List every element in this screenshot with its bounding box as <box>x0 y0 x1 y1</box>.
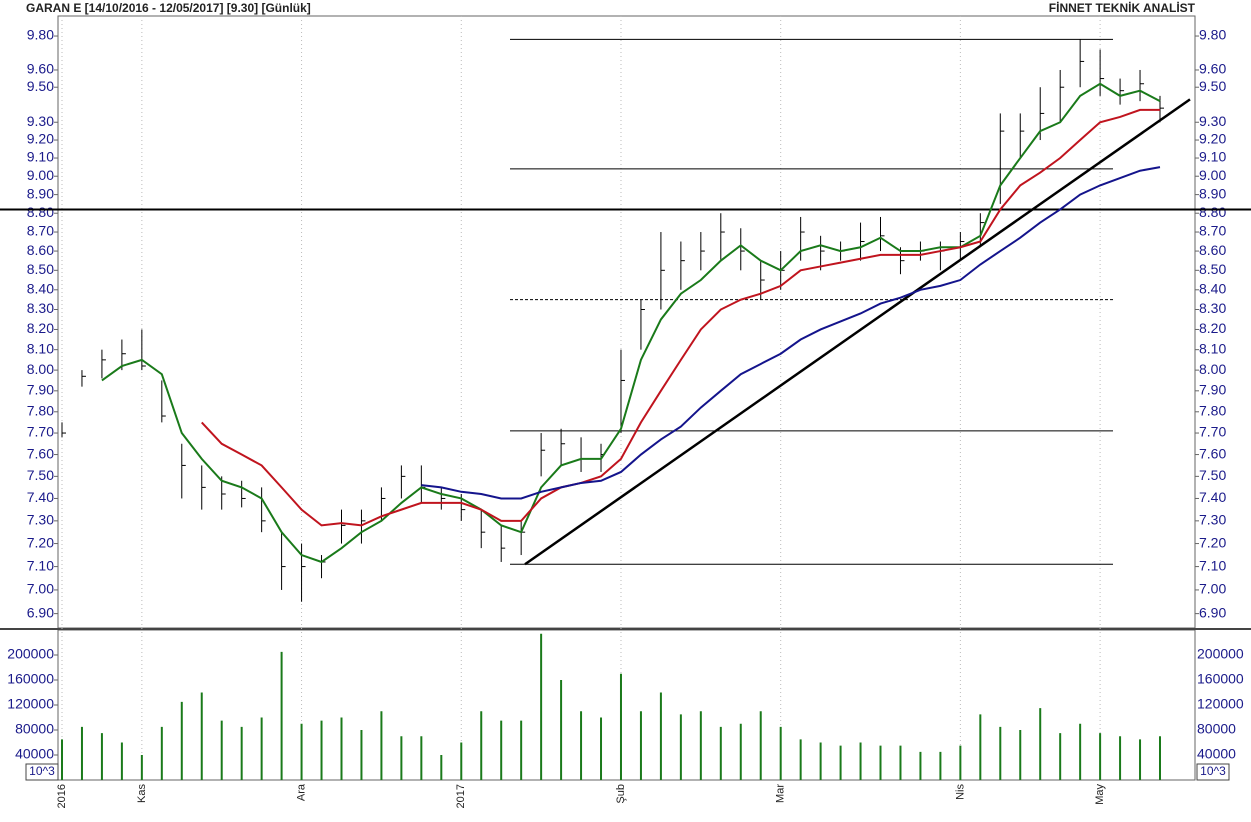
y-tick-label: 9.60 <box>27 61 54 77</box>
y-tick-label: 8.40 <box>27 281 54 297</box>
y2-tick-label: 160000 <box>1197 671 1244 687</box>
y-tick-label: 7.00 <box>27 581 54 597</box>
unit-box <box>1196 763 1230 781</box>
y-tick-label: 7.10 <box>1199 557 1226 573</box>
y2-tick-label: 200000 <box>7 646 54 662</box>
y-tick-label: 7.70 <box>27 424 54 440</box>
x-tick-label: 2017 <box>455 784 467 808</box>
y2-tick-label: 160000 <box>7 671 54 687</box>
y-tick-label: 7.30 <box>27 512 54 528</box>
x-tick-label: Mar <box>775 784 787 803</box>
y-tick-label: 8.00 <box>1199 361 1226 377</box>
y-tick-label: 9.20 <box>1199 131 1226 147</box>
y2-tick-label: 80000 <box>15 721 54 737</box>
y-tick-label: 7.90 <box>1199 382 1226 398</box>
y2-tick-label: 80000 <box>1197 721 1236 737</box>
y-tick-label: 9.30 <box>1199 113 1226 129</box>
y2-tick-label: 40000 <box>1197 746 1236 762</box>
y-tick-label: 8.60 <box>1199 242 1226 258</box>
y-tick-label: 7.10 <box>27 557 54 573</box>
y-tick-label: 6.90 <box>1199 604 1226 620</box>
y-tick-label: 7.80 <box>27 402 54 418</box>
x-tick-label: Ara <box>295 783 307 801</box>
y-tick-label: 8.60 <box>27 242 54 258</box>
y-tick-label: 8.00 <box>27 361 54 377</box>
unit-label: 10^3 <box>1200 764 1226 778</box>
y-tick-label: 9.00 <box>1199 167 1226 183</box>
y-tick-label: 8.70 <box>27 223 54 239</box>
unit-box <box>25 763 59 781</box>
y-tick-label: 7.50 <box>1199 467 1226 483</box>
y-tick-label: 7.00 <box>1199 581 1226 597</box>
y-tick-label: 8.20 <box>1199 320 1226 336</box>
y-tick-label: 7.60 <box>27 445 54 461</box>
y-tick-label: 8.30 <box>1199 300 1226 316</box>
y2-tick-label: 200000 <box>1197 646 1244 662</box>
y-tick-label: 9.50 <box>1199 78 1226 94</box>
y2-tick-label: 120000 <box>1197 696 1244 712</box>
y-tick-label: 8.20 <box>27 320 54 336</box>
y-tick-label: 9.50 <box>27 78 54 94</box>
moving-average <box>201 108 1160 527</box>
y-tick-label: 7.80 <box>1199 402 1226 418</box>
y-tick-label: 7.70 <box>1199 424 1226 440</box>
y-tick-label: 8.10 <box>27 340 54 356</box>
moving-average <box>101 82 1161 564</box>
x-tick-label: Şub <box>615 784 627 804</box>
y-tick-label: 8.50 <box>1199 261 1226 277</box>
price-frame <box>57 15 1196 629</box>
y-tick-label: 8.30 <box>27 300 54 316</box>
y-tick-label: 7.20 <box>1199 534 1226 550</box>
y-tick-label: 8.90 <box>27 185 54 201</box>
volume-frame <box>57 629 1196 781</box>
y-tick-label: 9.10 <box>1199 149 1226 165</box>
y-tick-label: 7.90 <box>27 382 54 398</box>
y-tick-label: 8.50 <box>27 261 54 277</box>
y2-tick-label: 120000 <box>7 696 54 712</box>
y-tick-label: 7.40 <box>1199 489 1226 505</box>
y-tick-label: 7.30 <box>1199 512 1226 528</box>
moving-average <box>421 166 1161 500</box>
source: FİNNET TEKNİK ANALİST <box>1049 0 1196 15</box>
y-tick-label: 8.80 <box>27 204 54 220</box>
y-tick-label: 8.90 <box>1199 185 1226 201</box>
x-tick-label: Nis <box>954 784 966 800</box>
y-tick-label: 9.80 <box>27 27 54 43</box>
x-tick-label: Kas <box>136 784 148 803</box>
y2-tick-label: 40000 <box>15 746 54 762</box>
y-tick-label: 8.70 <box>1199 223 1226 239</box>
y-tick-label: 9.20 <box>27 131 54 147</box>
y-tick-label: 9.10 <box>27 149 54 165</box>
y-tick-label: 8.10 <box>1199 340 1226 356</box>
trendline <box>524 98 1191 566</box>
y-tick-label: 9.00 <box>27 167 54 183</box>
y-tick-label: 8.80 <box>1199 204 1226 220</box>
y-tick-label: 7.50 <box>27 467 54 483</box>
y-tick-label: 7.60 <box>1199 445 1226 461</box>
y-tick-label: 9.60 <box>1199 61 1226 77</box>
unit-label: 10^3 <box>29 764 55 778</box>
y-tick-label: 7.20 <box>27 534 54 550</box>
y-tick-label: 6.90 <box>27 604 54 620</box>
y-tick-label: 9.30 <box>27 113 54 129</box>
x-tick-label: May <box>1094 784 1106 805</box>
chart-title: GARAN E [14/10/2016 - 12/05/2017] [9.30]… <box>26 1 311 15</box>
y-tick-label: 7.40 <box>27 489 54 505</box>
y-tick-label: 9.80 <box>1199 27 1226 43</box>
y-tick-label: 8.40 <box>1199 281 1226 297</box>
x-tick-label: 2016 <box>56 784 68 808</box>
